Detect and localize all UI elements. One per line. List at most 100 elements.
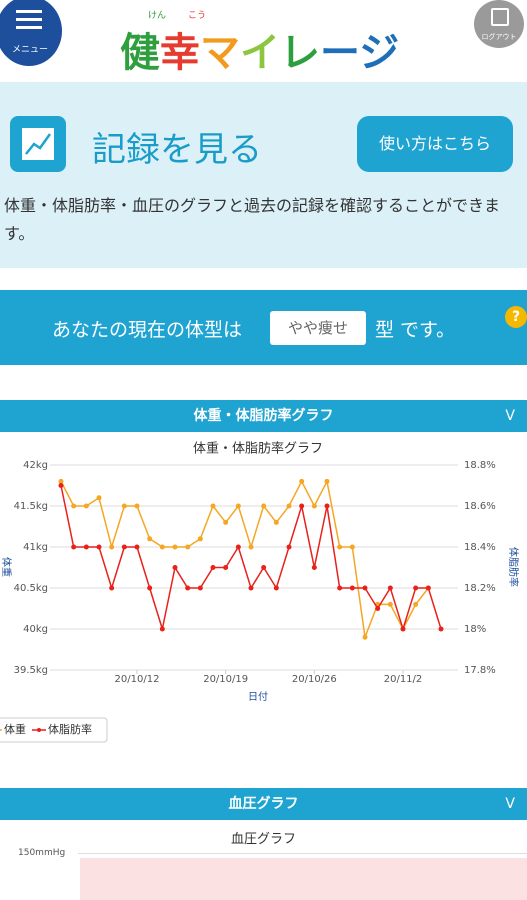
data-point — [362, 634, 368, 640]
help-icon[interactable]: ? — [505, 306, 527, 328]
data-point — [299, 503, 305, 509]
y-tick-label: 41.5kg — [14, 501, 48, 512]
data-point — [349, 585, 355, 591]
data-point — [71, 503, 77, 509]
y-tick-label: 42kg — [23, 460, 48, 471]
y2-axis-label: 体脂肪率 — [507, 547, 520, 587]
menu-icon — [16, 10, 42, 13]
legend-label: 体重 — [4, 722, 26, 736]
section-icon — [10, 116, 66, 172]
legend-box — [0, 717, 108, 743]
data-point — [413, 601, 419, 607]
y2-tick-label: 18.2% — [464, 583, 496, 594]
bp-tick-label: 150mmHg — [18, 848, 66, 858]
data-point — [134, 544, 140, 550]
y2-tick-label: 18.4% — [464, 542, 496, 553]
menu-label: メニュー — [11, 45, 48, 55]
panel-header[interactable]: 血圧グラフ V — [0, 788, 527, 820]
data-point — [261, 565, 267, 570]
data-point — [286, 503, 292, 509]
y-tick-label: 39.5kg — [14, 665, 48, 676]
data-point — [235, 544, 241, 550]
data-point — [387, 601, 393, 607]
data-point — [197, 536, 203, 542]
body-type-banner: あなたの現在の体型は やや痩せ 型 です。 ? — [0, 290, 527, 365]
chart-title: 体重・体脂肪率グラフ — [193, 441, 323, 457]
data-point — [223, 519, 229, 525]
logo: 健幸マイレージ — [120, 20, 399, 78]
logout-icon — [491, 8, 509, 26]
data-point — [413, 585, 419, 591]
data-point — [109, 544, 115, 550]
data-point — [210, 565, 216, 570]
section: 記録を見る 使い方はこちら 体重・体脂肪率・血圧のグラフと過去の記録を確認するこ… — [0, 82, 527, 268]
body-type-suffix: 型 です。 — [375, 319, 456, 341]
x-tick-label: 20/10/12 — [115, 674, 160, 685]
logout-button[interactable]: ログアウト — [474, 0, 524, 48]
data-point — [223, 565, 229, 570]
menu-button[interactable]: メニュー — [0, 0, 62, 66]
data-point — [438, 626, 444, 632]
body-type-prefix: あなたの現在の体型は — [52, 319, 243, 341]
data-point — [387, 585, 393, 591]
data-point — [147, 585, 153, 591]
y2-tick-label: 18.6% — [464, 501, 496, 512]
logout-label: ログアウト — [481, 33, 517, 41]
data-point — [109, 585, 115, 591]
y-tick-label: 40kg — [23, 624, 48, 635]
data-point — [337, 544, 343, 550]
help-button[interactable]: 使い方はこちら — [357, 116, 513, 172]
data-point — [159, 544, 165, 550]
ruby: けん — [148, 11, 167, 21]
data-point — [261, 503, 267, 509]
data-point — [299, 478, 305, 484]
data-point — [362, 585, 368, 591]
data-point — [273, 519, 279, 525]
y-tick-label: 40.5kg — [14, 583, 48, 594]
legend-marker — [37, 728, 41, 732]
data-point — [83, 544, 89, 550]
panel-header[interactable]: 体重・体脂肪率グラフ V — [0, 400, 527, 432]
data-point — [273, 585, 279, 591]
x-tick-label: 20/10/26 — [292, 674, 337, 685]
data-point — [172, 544, 178, 550]
data-point — [210, 503, 216, 509]
x-tick-label: 20/11/2 — [384, 674, 423, 685]
section-title: 記録を見る — [92, 130, 262, 170]
data-point — [159, 626, 165, 632]
data-point — [248, 544, 254, 550]
data-point — [185, 585, 191, 591]
data-point — [83, 503, 89, 509]
data-point — [172, 565, 178, 570]
data-point — [197, 585, 203, 591]
data-point — [349, 544, 355, 550]
data-point — [324, 503, 330, 509]
series-line — [60, 479, 429, 641]
y2-tick-label: 18.8% — [464, 460, 496, 471]
data-point — [96, 495, 102, 501]
data-point — [121, 503, 127, 509]
data-point — [248, 585, 254, 591]
toggle[interactable]: V — [505, 796, 515, 812]
panel-title: 体重・体脂肪率グラフ — [193, 408, 334, 424]
legend: 体重 体脂肪率 — [0, 717, 108, 743]
data-point — [121, 544, 127, 550]
bp-range-band — [80, 858, 527, 900]
y2-tick-label: 17.8% — [464, 665, 496, 676]
y-tick-label: 41kg — [23, 542, 48, 553]
ruby: こう — [188, 11, 207, 21]
data-point — [324, 478, 330, 484]
data-point — [71, 544, 77, 550]
x-axis-label: 日付 — [248, 690, 268, 703]
panel-title: 血圧グラフ — [228, 796, 299, 812]
description: 体重・体脂肪率・血圧のグラフと過去の記録を確認することができます。 — [4, 196, 501, 243]
data-point — [134, 503, 140, 509]
toggle[interactable]: V — [505, 408, 515, 424]
data-point — [286, 544, 292, 550]
bp-chart-title: 血圧グラフ — [230, 832, 296, 847]
legend-label: 体脂肪率 — [48, 722, 92, 736]
data-point — [58, 483, 64, 488]
x-tick-label: 20/10/19 — [203, 674, 248, 685]
y-axis-label: 体重 — [0, 557, 13, 577]
